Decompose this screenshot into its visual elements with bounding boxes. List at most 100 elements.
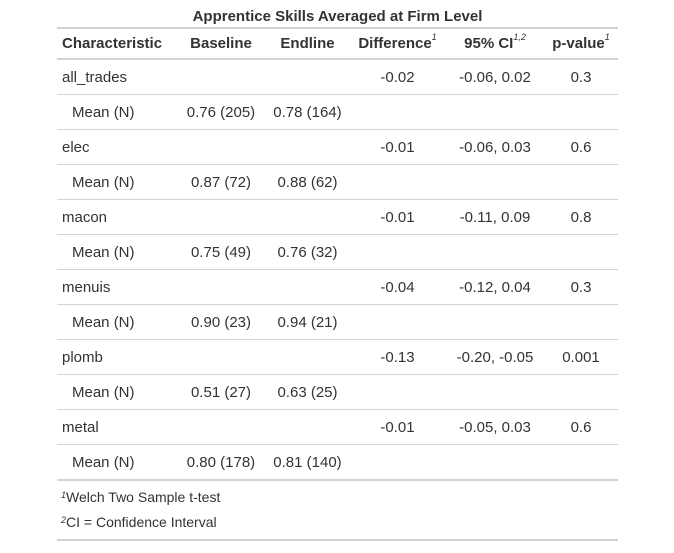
header-difference: Difference1 [349, 28, 446, 59]
row-label: plomb [57, 339, 176, 375]
cell-endline [266, 409, 349, 445]
table-row-mean: Mean (N) 0.51 (27) 0.63 (25) [57, 374, 618, 410]
cell-ci [446, 444, 544, 481]
header-baseline-label: Baseline [190, 35, 252, 52]
cell-baseline: 0.76 (205) [176, 94, 266, 130]
row-label: Mean (N) [57, 94, 176, 130]
table-row-group: all_trades -0.02 -0.06, 0.02 0.3 [57, 59, 618, 95]
table-row-group: metal -0.01 -0.05, 0.03 0.6 [57, 409, 618, 445]
cell-endline [266, 59, 349, 95]
row-label: metal [57, 409, 176, 445]
cell-difference: -0.13 [349, 339, 446, 375]
table-body: all_trades -0.02 -0.06, 0.02 0.3 Mean (N… [57, 59, 618, 481]
header-characteristic: Characteristic [57, 28, 176, 59]
cell-endline [266, 129, 349, 165]
cell-endline: 0.81 (140) [266, 444, 349, 481]
cell-difference: -0.01 [349, 199, 446, 235]
cell-difference: -0.04 [349, 269, 446, 305]
footnote-text: CI = Confidence Interval [66, 514, 217, 530]
row-label: Mean (N) [57, 304, 176, 340]
cell-pvalue: 0.6 [544, 409, 618, 445]
header-difference-label: Difference [358, 35, 432, 52]
cell-pvalue: 0.001 [544, 339, 618, 375]
table-row-group: menuis -0.04 -0.12, 0.04 0.3 [57, 269, 618, 305]
header-ci-footnote-mark: 1,2 [513, 32, 526, 42]
cell-baseline: 0.75 (49) [176, 234, 266, 270]
cell-difference [349, 444, 446, 481]
header-baseline: Baseline [176, 28, 266, 59]
row-label: Mean (N) [57, 234, 176, 270]
cell-baseline [176, 269, 266, 305]
cell-pvalue [544, 164, 618, 200]
row-label: all_trades [62, 68, 128, 86]
header-ci-label: 95% CI [464, 35, 514, 52]
table-row-group: plomb -0.13 -0.20, -0.05 0.001 [57, 339, 618, 375]
cell-difference: -0.01 [349, 129, 446, 165]
cell-pvalue [544, 234, 618, 270]
cell-ci [446, 234, 544, 270]
cell-baseline [176, 339, 266, 375]
header-row: Characteristic Baseline Endline Differen… [57, 28, 618, 59]
table-row-mean: Mean (N) 0.90 (23) 0.94 (21) [57, 304, 618, 340]
cell-difference [349, 234, 446, 270]
header-characteristic-label: Characteristic [62, 35, 163, 52]
cell-ci [446, 94, 544, 130]
table-title: Apprentice Skills Averaged at Firm Level [192, 8, 483, 25]
header-ci: 95% CI1,2 [446, 28, 544, 59]
row-label: Mean (N) [57, 444, 176, 481]
footnote: 2CI = Confidence Interval [61, 510, 618, 535]
cell-ci: -0.05, 0.03 [446, 409, 544, 445]
cell-difference: -0.02 [380, 68, 415, 86]
cell-endline: 0.78 (164) [266, 94, 349, 130]
cell-baseline [176, 59, 266, 95]
cell-pvalue: 0.6 [544, 129, 618, 165]
cell-baseline [176, 199, 266, 235]
cell-baseline: 0.90 (23) [176, 304, 266, 340]
row-label: menuis [57, 269, 176, 305]
header-endline: Endline [266, 28, 349, 59]
cell-endline [266, 269, 349, 305]
cell-pvalue [544, 94, 618, 130]
table-row-group: elec -0.01 -0.06, 0.03 0.6 [57, 129, 618, 165]
footnote-mark: 1 [61, 490, 67, 500]
table-row-mean: Mean (N) 0.80 (178) 0.81 (140) [57, 444, 618, 481]
cell-baseline: 0.87 (72) [176, 164, 266, 200]
cell-pvalue [544, 304, 618, 340]
summary-table-container: Apprentice Skills Averaged at Firm Level… [57, 6, 618, 541]
cell-ci: -0.06, 0.02 [459, 68, 531, 86]
cell-ci: -0.20, -0.05 [446, 339, 544, 375]
header-endline-label: Endline [280, 35, 335, 52]
cell-endline: 0.94 (21) [266, 304, 349, 340]
cell-ci [446, 164, 544, 200]
cell-endline: 0.76 (32) [266, 234, 349, 270]
table-footnotes: 1Welch Two Sample t-test 2CI = Confidenc… [57, 481, 618, 541]
cell-difference [349, 164, 446, 200]
cell-pvalue: 0.3 [544, 269, 618, 305]
summary-table: Characteristic Baseline Endline Differen… [57, 27, 618, 481]
cell-pvalue: 0.8 [544, 199, 618, 235]
cell-endline: 0.63 (25) [266, 374, 349, 410]
cell-ci [446, 374, 544, 410]
table-row-mean: Mean (N) 0.76 (205) 0.78 (164) [57, 94, 618, 130]
table-header: Characteristic Baseline Endline Differen… [57, 28, 618, 59]
table-row-mean: Mean (N) 0.75 (49) 0.76 (32) [57, 234, 618, 270]
cell-ci: -0.12, 0.04 [446, 269, 544, 305]
row-label: elec [57, 129, 176, 165]
cell-endline: 0.88 (62) [266, 164, 349, 200]
cell-difference [349, 304, 446, 340]
cell-difference [349, 94, 446, 130]
footnote-mark: 2 [61, 515, 67, 525]
footnote-text: Welch Two Sample t-test [66, 489, 221, 505]
cell-baseline: 0.80 (178) [176, 444, 266, 481]
cell-baseline: 0.51 (27) [176, 374, 266, 410]
header-pvalue: p-value1 [544, 28, 618, 59]
header-difference-footnote-mark: 1 [431, 32, 437, 42]
cell-ci [446, 304, 544, 340]
cell-difference [349, 374, 446, 410]
cell-ci: -0.06, 0.03 [446, 129, 544, 165]
header-pvalue-footnote-mark: 1 [604, 32, 610, 42]
cell-baseline [176, 409, 266, 445]
header-pvalue-label: p-value [552, 35, 605, 52]
cell-endline [266, 199, 349, 235]
cell-pvalue: 0.3 [570, 68, 592, 86]
